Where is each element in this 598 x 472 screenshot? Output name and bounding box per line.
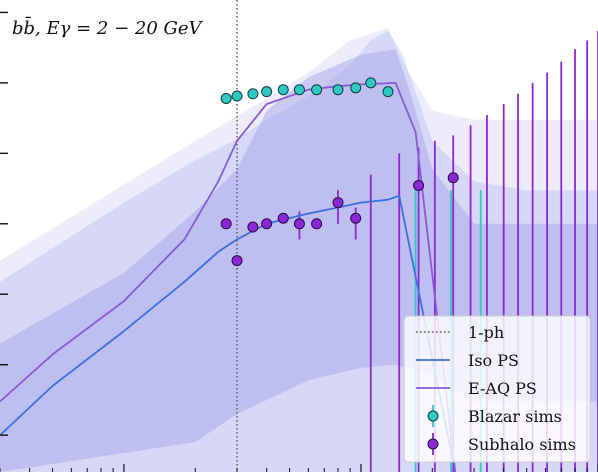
legend-label: Iso PS xyxy=(468,351,519,370)
legend-label: Blazar sims xyxy=(468,407,562,426)
legend-label: E-AQ PS xyxy=(468,379,537,398)
series-line-e-aq-ps xyxy=(0,82,457,472)
data-point xyxy=(350,212,362,224)
data-point xyxy=(413,179,425,191)
data-point xyxy=(220,218,232,230)
data-point xyxy=(332,84,344,96)
data-point xyxy=(382,86,394,98)
data-point xyxy=(311,218,323,230)
legend-frame xyxy=(403,315,591,463)
legend-label: 1-ph xyxy=(468,323,504,342)
legend-swatch-marker xyxy=(427,438,439,450)
data-point xyxy=(247,88,259,100)
data-point xyxy=(261,86,273,98)
data-point xyxy=(231,255,243,267)
data-point xyxy=(332,197,344,209)
data-point xyxy=(365,77,377,89)
data-point xyxy=(293,84,305,96)
data-point xyxy=(247,221,259,233)
axis-ticks xyxy=(0,11,598,472)
data-point xyxy=(311,84,323,96)
series-markers xyxy=(220,77,459,267)
data-point xyxy=(350,82,362,94)
legend: 1-ph Iso PS E-AQ PS Blazar sims Subhalo sims xyxy=(403,315,591,463)
data-point xyxy=(220,92,232,104)
data-point xyxy=(447,172,459,184)
data-point xyxy=(277,84,289,96)
data-point xyxy=(293,218,305,230)
legend-label: Subhalo sims xyxy=(468,435,576,454)
annotation: bb̄, Eγ = 2 − 20 GeV xyxy=(12,15,204,39)
legend-swatch-marker xyxy=(427,410,439,422)
data-point xyxy=(231,90,243,102)
data-point xyxy=(261,218,273,230)
data-point xyxy=(277,212,289,224)
